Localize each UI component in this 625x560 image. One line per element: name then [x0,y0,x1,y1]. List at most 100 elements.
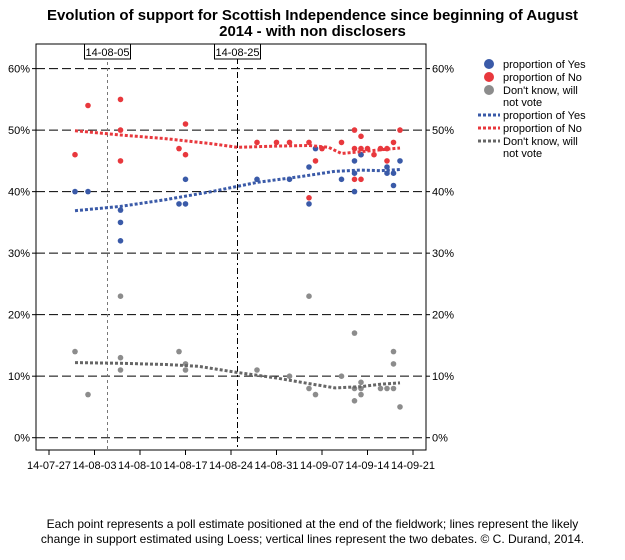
debate-label-box [84,43,131,60]
point-yes [384,170,390,176]
y-tick-label-left: 30% [8,248,30,260]
point-yes [306,201,312,207]
point-dk [351,330,358,336]
y-tick-label-left: 20% [8,310,30,322]
legend-label: proportion of Yes [503,110,586,122]
point-no [182,121,189,127]
y-tick-label-right: 30% [432,248,454,260]
x-tick-label: 14-09-14 [345,460,389,472]
point-dk [117,293,124,300]
point-no [358,176,364,183]
y-axis-ticks: 0% 0% 10% 10% 20% 20% 30% 30% 40% 40% 50% 50% 60% 60% [8,64,454,445]
plot-frame [35,43,427,451]
point-no [384,158,390,164]
point-yes [338,176,345,183]
point-no [117,127,124,133]
point-no [338,139,345,146]
point-yes [117,238,124,244]
y-tick-label-left: 10% [8,371,30,383]
point-dk [351,398,358,404]
point-yes [176,201,182,207]
point-no [351,176,358,183]
point-no [286,139,293,146]
x-tick-label: 14-08-10 [118,460,162,472]
point-no [390,139,397,146]
point-yes [117,207,124,213]
x-axis-ticks: 14-07-27 14-08-03 14-08-10 14-08-17 14-08-24… [27,450,435,472]
point-dk [72,348,78,355]
x-tick-label: 14-08-03 [72,460,116,472]
point-yes [72,188,78,195]
point-no [351,145,358,152]
chart-caption-line1: Each point represents a poll estimate po… [46,517,579,531]
point-yes [390,182,397,189]
x-tick-label: 14-09-07 [300,460,344,472]
debate-label: 14-08-05 [85,47,129,59]
debate-label: 14-08-25 [215,47,259,59]
point-yes [351,188,358,195]
loess-lines [74,129,401,390]
y-tick-label-right: 10% [432,371,454,383]
point-no [358,145,364,152]
point-dk [390,348,397,355]
loess-line-no [74,129,401,156]
point-dk [176,348,182,355]
data-points [72,96,403,410]
loess-line-yes [74,168,401,213]
point-dk [306,293,312,300]
y-tick-label-left: 50% [8,125,30,137]
grid-lines [36,68,426,439]
point-yes [85,188,91,195]
y-tick-label-left: 60% [8,64,30,76]
chart-title-line1: Evolution of support for Scottish Indepe… [46,7,579,24]
point-dk [117,367,124,373]
legend-swatch-point [484,72,494,82]
legend-label: proportion of No [503,123,582,135]
y-tick-label-left: 0% [14,433,30,445]
x-tick-label: 14-08-24 [209,460,253,472]
point-no [72,151,78,158]
point-no [306,195,312,201]
point-dk [338,373,345,380]
point-no [117,96,124,103]
point-yes [117,219,124,226]
point-dk [384,385,390,392]
point-no [117,158,124,164]
debate-lines: 14-08-05 14-08-25 [84,43,261,450]
point-no [85,102,91,109]
point-dk [312,391,319,398]
point-dk [390,385,397,392]
x-tick-label: 14-08-17 [163,460,207,472]
point-yes [390,170,397,176]
chart-caption: Each point represents a poll estimate po… [0,517,625,547]
y-tick-label-right: 60% [432,64,454,76]
point-no [176,145,182,152]
point-no [312,158,319,164]
x-tick-label: 14-09-21 [391,460,435,472]
chart-caption-line2: change in support estimated using Loess;… [40,532,585,546]
point-dk [358,391,364,398]
point-yes [384,164,390,170]
point-no [306,139,312,146]
point-dk [377,385,384,392]
point-yes [182,201,189,207]
point-dk [85,391,91,398]
point-no [358,133,364,140]
legend-swatch-point [484,59,494,69]
y-tick-label-right: 40% [432,187,454,199]
legend-label: Don't know, will not vote [503,136,578,160]
point-yes [306,164,312,170]
y-tick-label-right: 0% [432,433,448,445]
point-no [351,127,358,133]
point-yes [182,176,189,183]
point-no [397,127,403,133]
legend-label: proportion of No [503,72,582,84]
y-tick-label-right: 50% [432,125,454,137]
point-yes [397,158,403,164]
point-dk [358,379,364,386]
point-dk [306,385,312,392]
point-dk [254,367,260,373]
point-dk [117,354,124,361]
